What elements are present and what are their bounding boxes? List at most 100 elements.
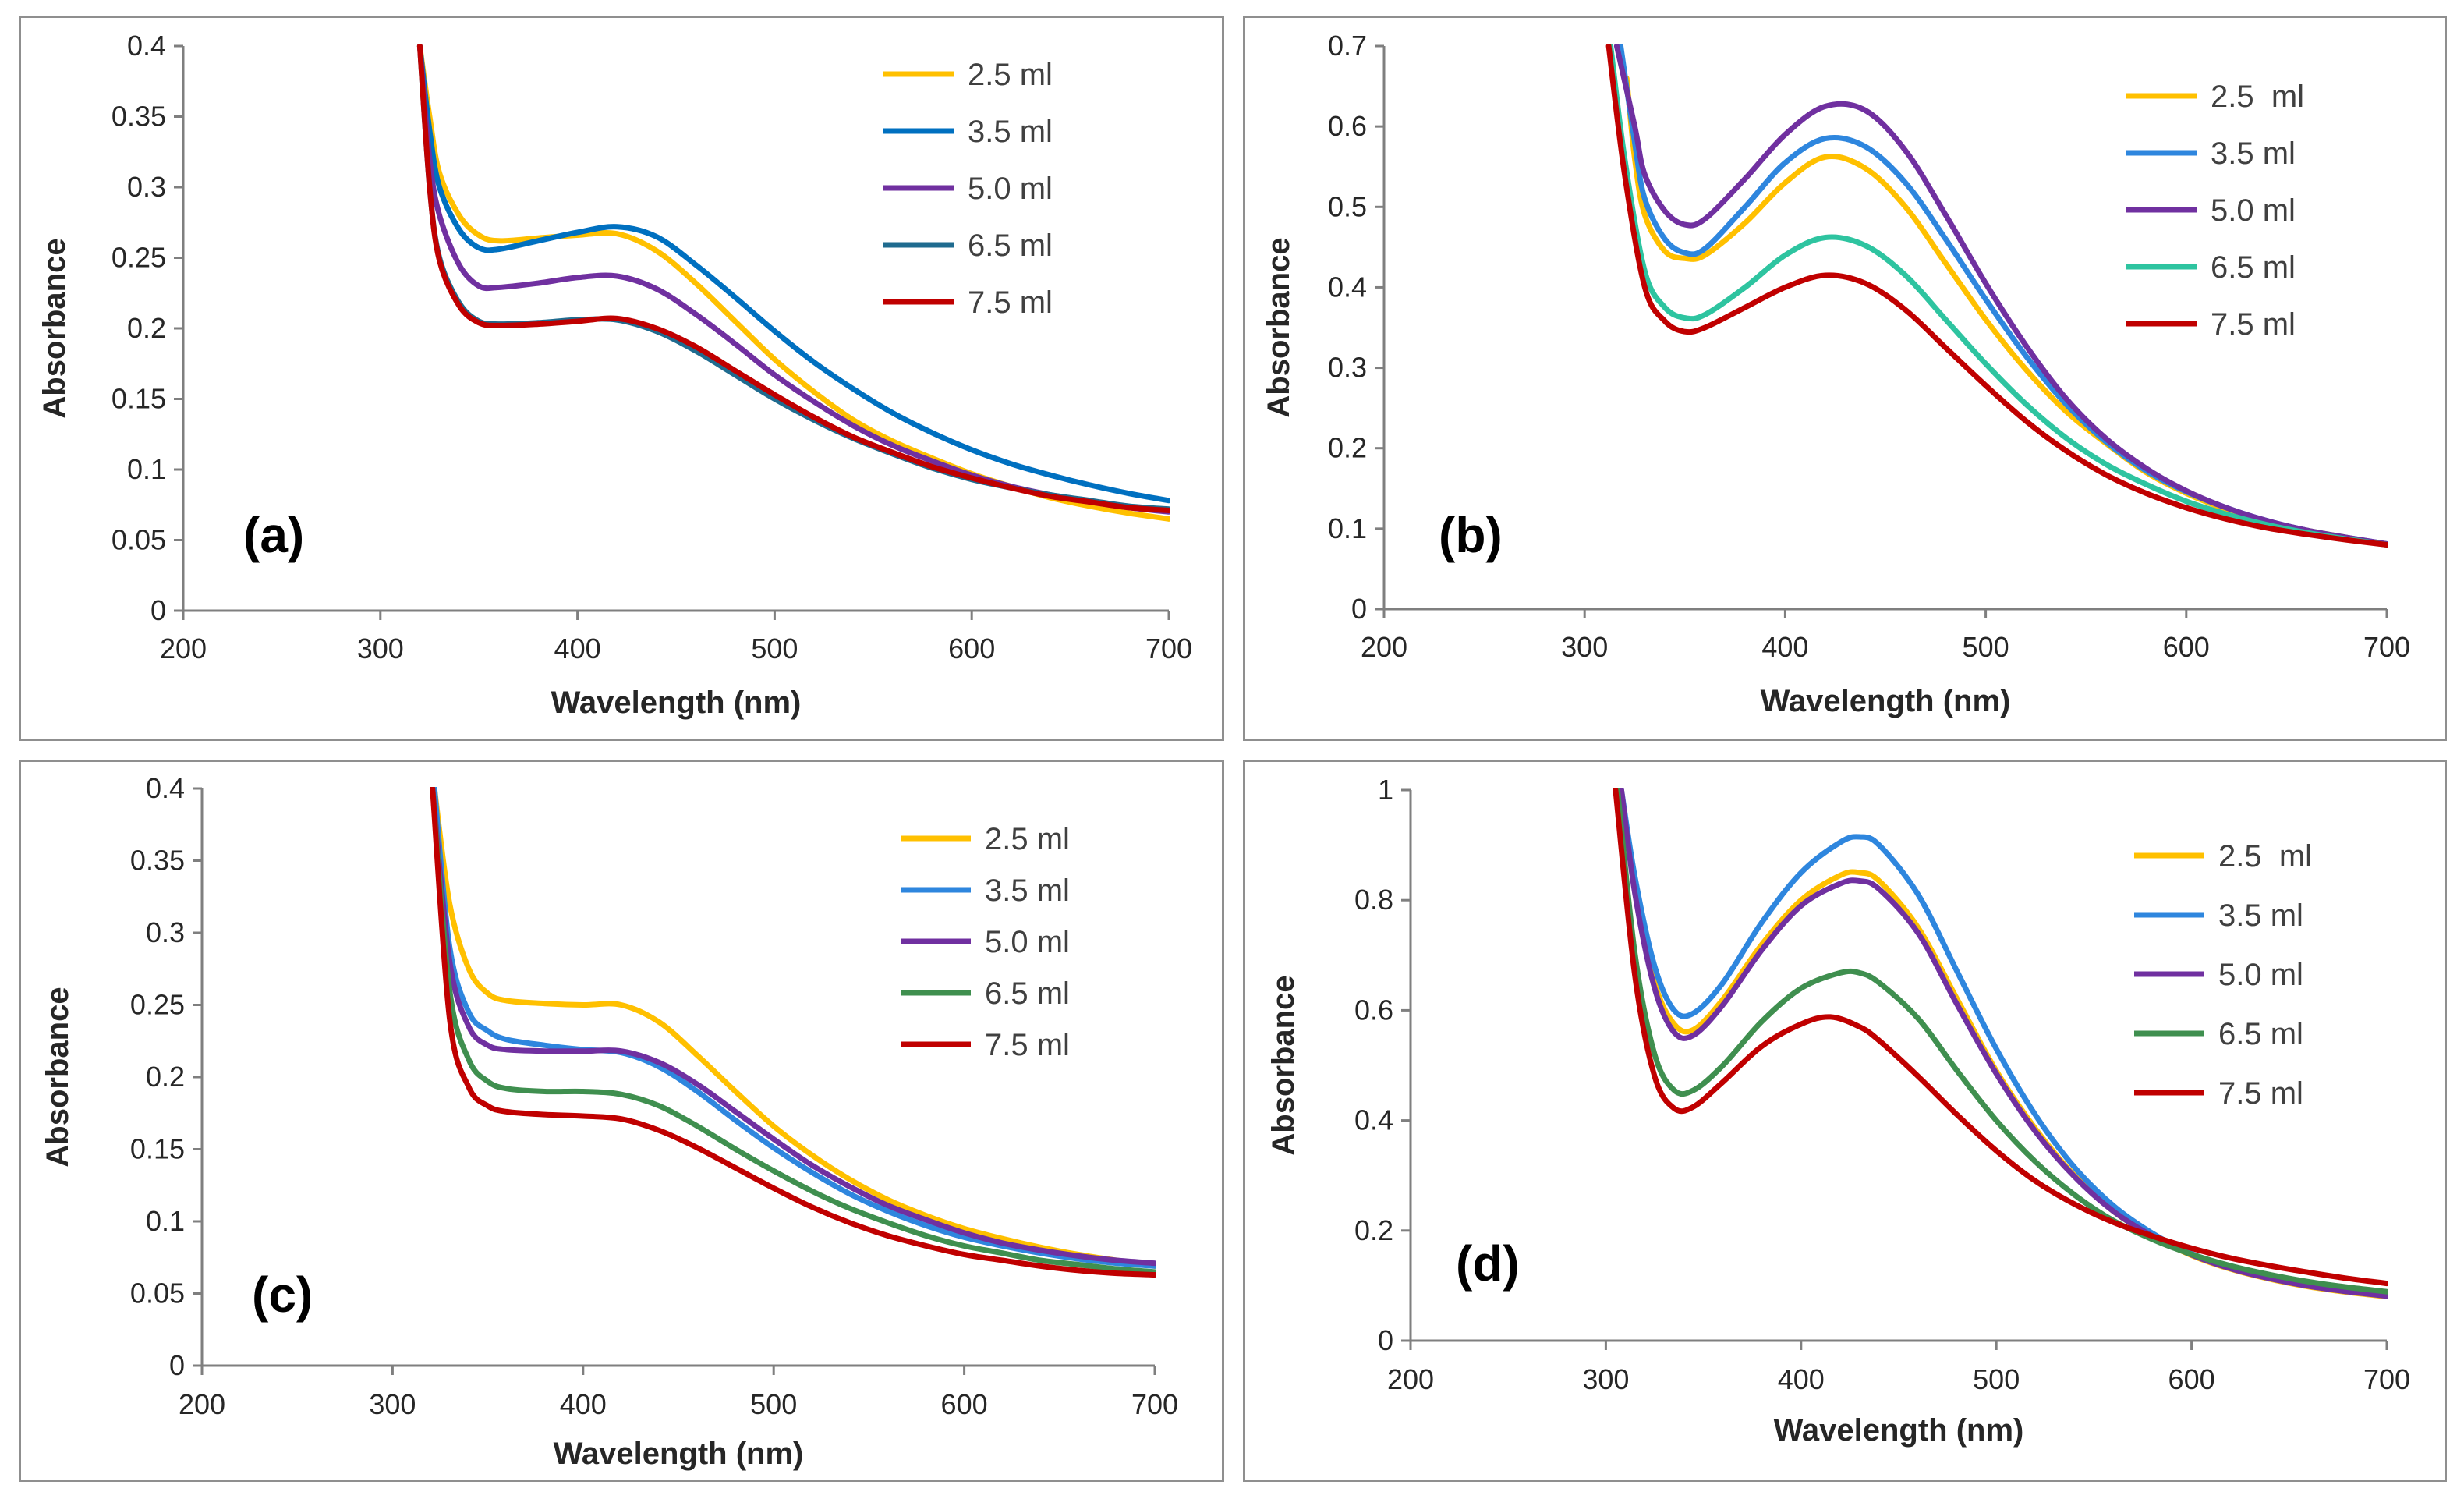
legend-label: 6.5 ml bbox=[2218, 1017, 2303, 1051]
series-line-7_5-ml bbox=[416, 44, 1170, 513]
chart-b-svg: 0 0.1 0.2 0.3 0.4 0.5 0.6 0.7 200 300 400 500 600 700… bbox=[1262, 30, 2410, 718]
series-line-6_5-ml bbox=[1608, 44, 2388, 548]
y-tick-label: 0.2 bbox=[127, 312, 166, 344]
y-tick-label: 1 bbox=[1378, 774, 1393, 806]
y-tick-label: 0.1 bbox=[146, 1205, 185, 1237]
legend-label: 6.5 ml bbox=[968, 229, 1053, 263]
panel-label: (a) bbox=[243, 507, 304, 563]
y-tick-label: 0.4 bbox=[146, 772, 185, 804]
y-tick-label: 0 bbox=[1351, 593, 1367, 625]
legend-label: 7.5 ml bbox=[2211, 307, 2296, 342]
y-axis-title: Absorbance bbox=[41, 987, 75, 1167]
legend-label: 7.5 ml bbox=[2218, 1076, 2303, 1111]
x-tick-label: 200 bbox=[1361, 631, 1407, 663]
y-tick-label: 0.6 bbox=[1354, 994, 1393, 1026]
y-tick-label: 0.2 bbox=[1354, 1214, 1393, 1246]
y-tick-label: 0.15 bbox=[130, 1133, 185, 1165]
x-axis-title: Wavelength (nm) bbox=[554, 1437, 804, 1471]
x-tick-label: 400 bbox=[554, 633, 601, 664]
y-tick-label: 0 bbox=[169, 1349, 185, 1381]
y-tick-label: 0.5 bbox=[1328, 190, 1367, 222]
legend-label: 3.5 ml bbox=[968, 115, 1053, 149]
legend-label: 5.0 ml bbox=[968, 172, 1053, 206]
x-tick-label: 400 bbox=[560, 1388, 607, 1420]
x-tick-label: 500 bbox=[1963, 631, 2009, 663]
y-tick-label: 0 bbox=[150, 594, 166, 626]
panel-label: (d) bbox=[1456, 1235, 1520, 1292]
y-tick-label: 0.8 bbox=[1354, 884, 1393, 916]
chart-panel-a: 0 0.05 0.1 0.15 0.2 0.25 0.3 0.35 0.4 200 300 400 50… bbox=[19, 16, 1224, 741]
legend-label: 3.5 ml bbox=[2211, 136, 2296, 171]
y-tick-label: 0.3 bbox=[1328, 352, 1367, 384]
y-tick-label: 0.15 bbox=[112, 383, 166, 415]
x-tick-label: 300 bbox=[357, 633, 404, 664]
x-tick-label: 700 bbox=[2363, 631, 2410, 663]
x-axis-title: Wavelength (nm) bbox=[1774, 1413, 2024, 1448]
y-tick-label: 0.7 bbox=[1328, 30, 1367, 62]
y-axis-title: Absorbance bbox=[1262, 237, 1296, 417]
series-line-7_5-ml bbox=[1605, 44, 2388, 548]
y-tick-label: 0.1 bbox=[127, 453, 166, 485]
y-tick-label: 0.3 bbox=[127, 171, 166, 203]
y-tick-label: 0.25 bbox=[112, 242, 166, 274]
x-tick-label: 200 bbox=[1387, 1363, 1434, 1395]
x-tick-label: 600 bbox=[948, 633, 995, 664]
y-tick-label: 0.1 bbox=[1328, 512, 1367, 544]
series-line-6_5-ml bbox=[430, 787, 1156, 1275]
x-tick-label: 200 bbox=[160, 633, 207, 664]
x-axis-title: Wavelength (nm) bbox=[551, 686, 802, 720]
y-tick-label: 0.35 bbox=[130, 845, 185, 877]
series-line-6_5-ml bbox=[1614, 788, 2388, 1295]
chart-d-svg: 0 0.2 0.4 0.6 0.8 1 200 300 400 500 600 700 Waveleng… bbox=[1266, 774, 2410, 1448]
legend-label: 6.5 ml bbox=[2211, 250, 2296, 285]
y-tick-label: 0.4 bbox=[127, 30, 166, 62]
legend-label: 2.5 ml bbox=[2218, 839, 2312, 874]
chart-a-svg: 0 0.05 0.1 0.15 0.2 0.25 0.3 0.35 0.4 200 300 400 50… bbox=[37, 30, 1192, 720]
y-tick-label: 0.3 bbox=[146, 916, 185, 948]
series-line-2_5-ml bbox=[431, 787, 1156, 1269]
legend-label: 2.5 ml bbox=[2211, 80, 2304, 114]
x-tick-label: 700 bbox=[2363, 1363, 2410, 1395]
series-line-7_5-ml bbox=[1613, 788, 2388, 1287]
legend-label: 2.5 ml bbox=[985, 822, 1070, 856]
legend-label: 6.5 ml bbox=[985, 976, 1070, 1011]
legend-label: 2.5 ml bbox=[968, 58, 1053, 92]
y-tick-label: 0.2 bbox=[1328, 432, 1367, 464]
legend-label: 5.0 ml bbox=[2211, 193, 2296, 228]
y-axis-title: Absorbance bbox=[1266, 975, 1301, 1155]
legend-label: 3.5 ml bbox=[2218, 898, 2303, 933]
y-tick-label: 0.4 bbox=[1328, 271, 1367, 303]
x-tick-label: 200 bbox=[179, 1388, 225, 1420]
y-tick-label: 0 bbox=[1378, 1324, 1393, 1356]
chart-panel-c: 0 0.05 0.1 0.15 0.2 0.25 0.3 0.35 0.4 200 300 400 50… bbox=[19, 760, 1224, 1482]
y-axis-title: Absorbance bbox=[37, 238, 72, 418]
y-tick-label: 0.05 bbox=[130, 1278, 185, 1309]
chart-c-svg: 0 0.05 0.1 0.15 0.2 0.25 0.3 0.35 0.4 200 300 400 50… bbox=[41, 772, 1178, 1471]
panel-label: (b) bbox=[1439, 507, 1503, 563]
y-tick-label: 0.25 bbox=[130, 989, 185, 1021]
panel-label: (c) bbox=[252, 1267, 313, 1323]
series-line-6_5-ml bbox=[416, 44, 1170, 512]
legend-label: 3.5 ml bbox=[985, 874, 1070, 908]
x-tick-label: 600 bbox=[2163, 631, 2210, 663]
series-line-5_0-ml bbox=[416, 44, 1170, 515]
chart-panel-d: 0 0.2 0.4 0.6 0.8 1 200 300 400 500 600 700 Waveleng… bbox=[1243, 760, 2447, 1482]
x-tick-label: 600 bbox=[2168, 1363, 2215, 1395]
chart-panel-b: 0 0.1 0.2 0.3 0.4 0.5 0.6 0.7 200 300 400 500 600 700… bbox=[1243, 16, 2447, 741]
x-tick-label: 300 bbox=[369, 1388, 416, 1420]
legend-label: 5.0 ml bbox=[2218, 958, 2303, 992]
legend-label: 7.5 ml bbox=[985, 1028, 1070, 1062]
series-line-5_0-ml bbox=[430, 787, 1156, 1267]
series-line-3_5-ml bbox=[416, 44, 1170, 504]
x-tick-label: 500 bbox=[751, 633, 798, 664]
x-tick-label: 500 bbox=[750, 1388, 797, 1420]
legend-label: 5.0 ml bbox=[985, 925, 1070, 959]
y-tick-label: 0.4 bbox=[1354, 1104, 1393, 1136]
x-tick-label: 300 bbox=[1561, 631, 1608, 663]
y-tick-label: 0.05 bbox=[112, 524, 166, 556]
y-tick-label: 0.6 bbox=[1328, 110, 1367, 142]
x-tick-label: 400 bbox=[1778, 1363, 1825, 1395]
x-tick-label: 700 bbox=[1145, 633, 1192, 664]
x-axis-title: Wavelength (nm) bbox=[1761, 684, 2011, 718]
x-tick-label: 700 bbox=[1131, 1388, 1178, 1420]
